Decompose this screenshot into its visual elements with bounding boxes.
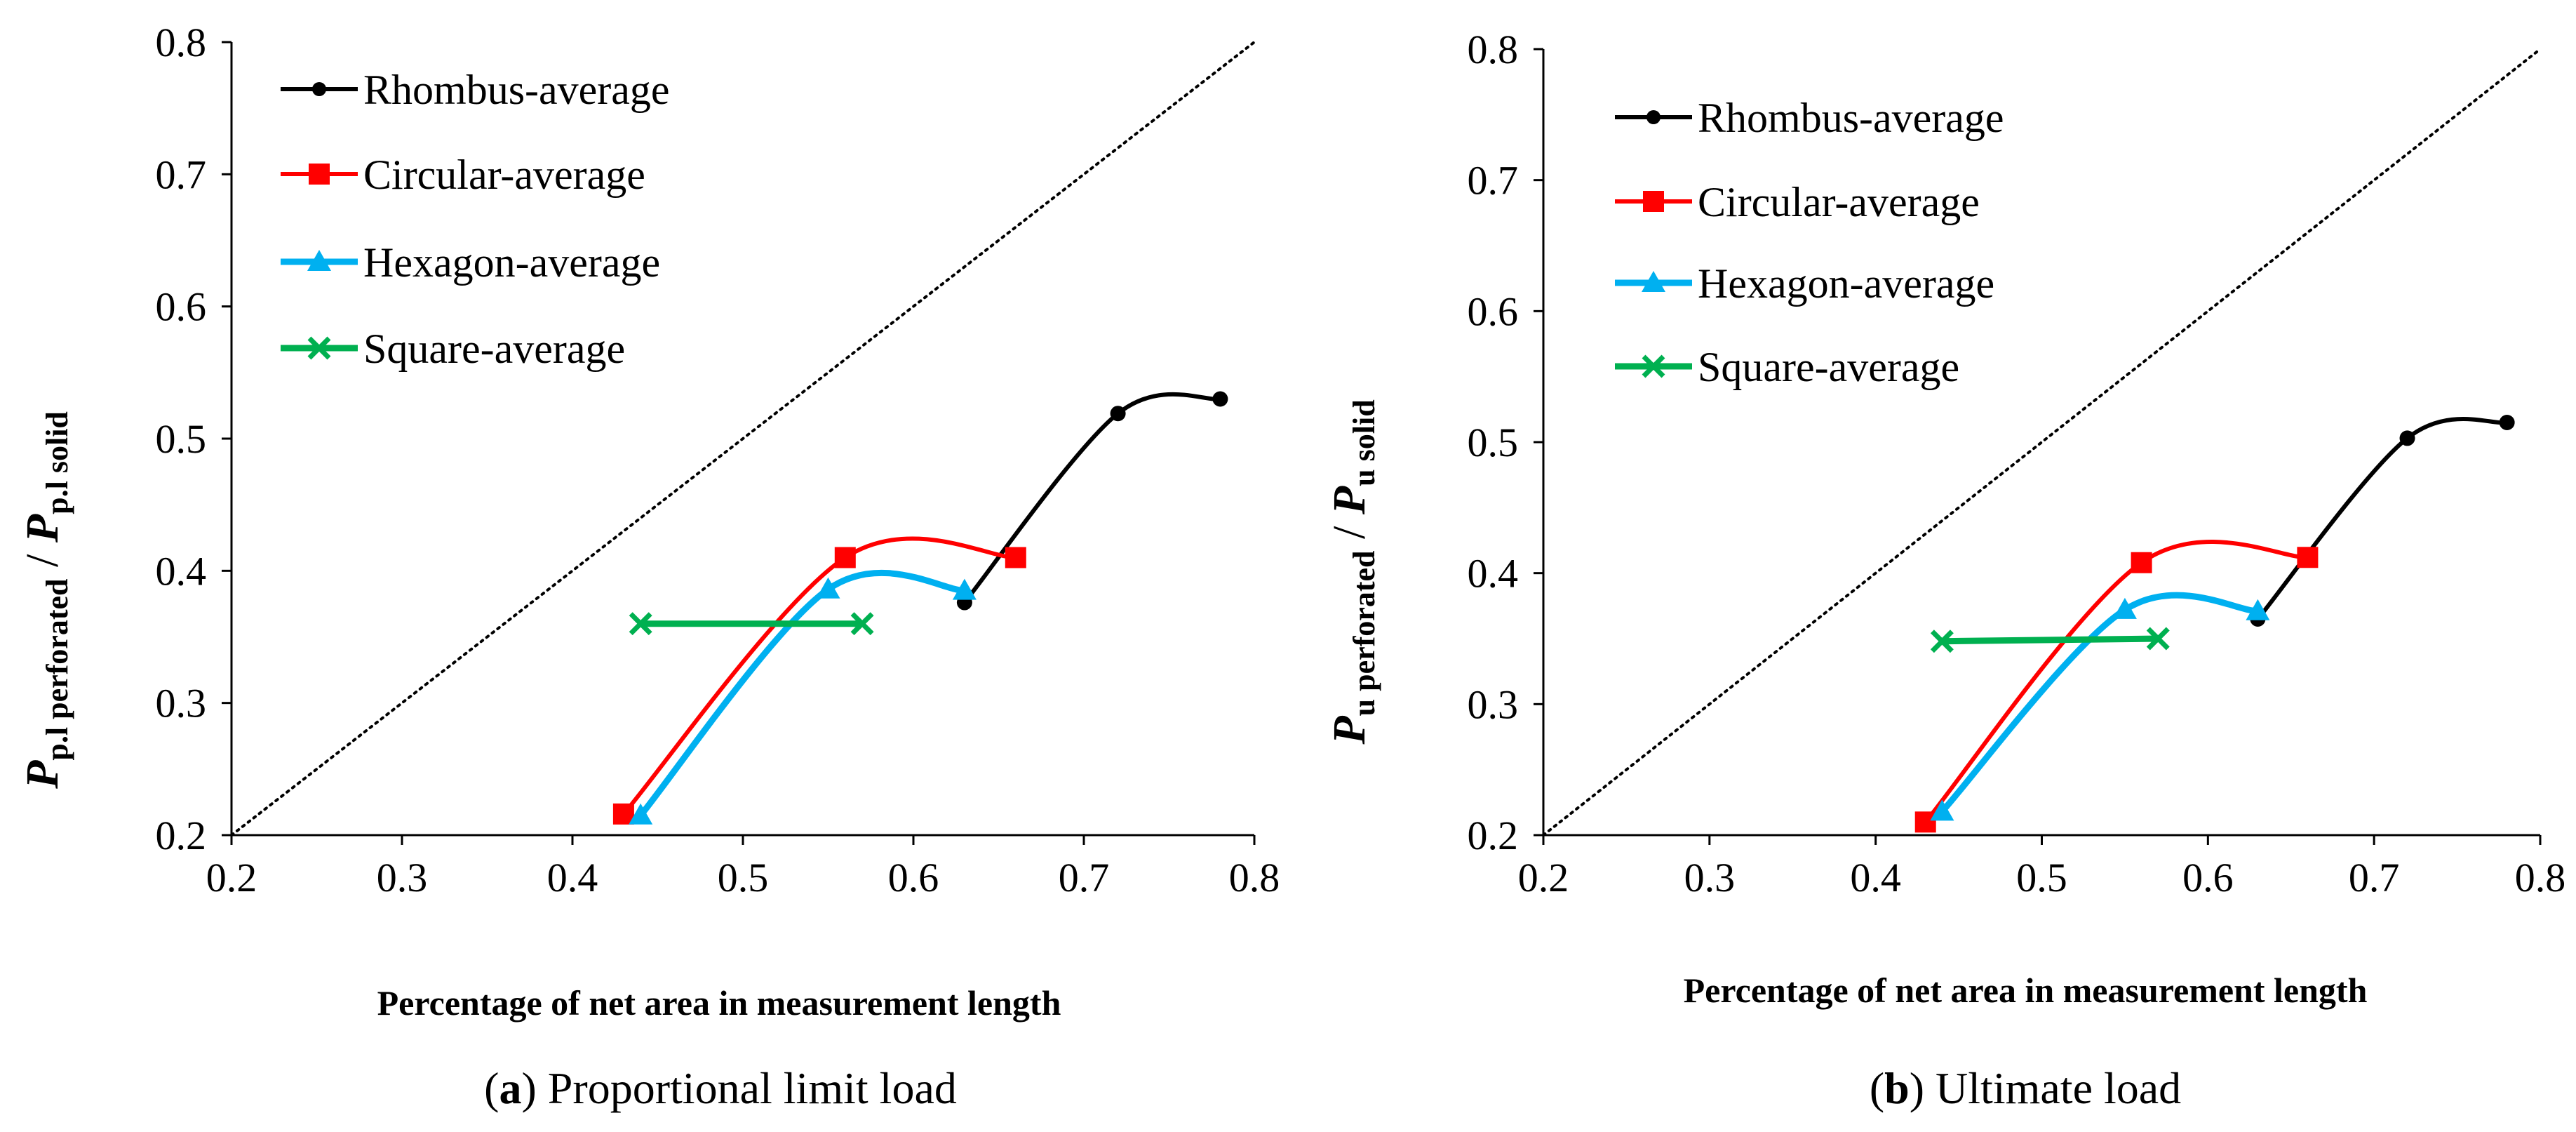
data-point-circular-b (1914, 811, 1936, 833)
legend-marker-square-a (307, 336, 331, 360)
x-tick-label-a: 0.7 (1059, 855, 1110, 900)
chart-panel-b: 0.2 0.3 0.4 0.5 0.6 0.7 0.8 0.2 0.3 0.4 0.5 0.6 0.7 0… (1324, 27, 2565, 1113)
y-tick-label-a: 0.4 (156, 548, 207, 594)
x-tick-label-a: 0.6 (888, 855, 939, 900)
data-point-circular-b (2297, 547, 2319, 568)
legend-item-hexagon-b: Hexagon-average (1615, 260, 1994, 307)
data-point-hexagon-a (629, 803, 653, 825)
y-tick-label-a: 0.3 (156, 681, 207, 726)
legend-label-circular-a: Circular-average (363, 152, 645, 198)
data-point-rhombus-b (2399, 430, 2415, 446)
data-point-hexagon-a (816, 577, 840, 599)
caption-b: (b) Ultimate load (1870, 1063, 2181, 1113)
legend-item-rhombus-b: Rhombus-average (1615, 95, 2004, 141)
y-axis-label-a: Pp.l perforated / Pp.l solid (17, 411, 74, 790)
legend-marker-rhombus-a (312, 82, 326, 96)
legend-marker-hexagon-b (1642, 271, 1665, 292)
y-tick-label-b: 0.7 (1468, 158, 1519, 204)
data-point-square-b (1930, 630, 1954, 653)
legend-label-square-b: Square-average (1698, 344, 1959, 390)
series-line-hexagon-a (638, 569, 965, 818)
x-tick-label-b: 0.4 (1850, 855, 1901, 900)
y-axis-label-b: Pu perforated / Pu solid (1324, 399, 1381, 745)
y-tick-label-b: 0.4 (1468, 551, 1519, 597)
legend-label-square-a: Square-average (363, 326, 625, 372)
legend-a: Rhombus-average Circular-average Hexagon… (281, 67, 670, 372)
data-point-square-b (2146, 627, 2170, 651)
y-tick-label-b: 0.8 (1468, 27, 1519, 72)
legend-label-circular-b: Circular-average (1698, 179, 1980, 225)
series-line-rhombus-a (962, 392, 1221, 604)
legend-b: Rhombus-average Circular-average Hexagon… (1615, 95, 2004, 390)
series-line-hexagon-b (1940, 592, 2258, 814)
series-line-circular-b (1924, 540, 2308, 824)
diagonal-reference-line-b (1542, 48, 2542, 837)
x-tick-label-a: 0.2 (206, 855, 257, 900)
legend-item-hexagon-a: Hexagon-average (281, 239, 660, 286)
legend-item-circular-b: Circular-average (1615, 179, 1980, 225)
x-axis-label-b: Percentage of net area in measurement le… (1684, 971, 2368, 1010)
x-tick-label-a: 0.5 (718, 855, 769, 900)
diagonal-reference-line-a (230, 41, 1256, 837)
y-tick-label-b: 0.5 (1468, 420, 1519, 465)
x-tick-label-a: 0.3 (377, 855, 428, 900)
series-layer-b (1914, 415, 2515, 833)
legend-marker-circular-a (309, 164, 330, 185)
data-point-rhombus-b (2499, 415, 2515, 430)
tick-labels-a: 0.2 0.3 0.4 0.5 0.6 0.7 0.8 0.2 0.3 0.4 0.5 0.6 0.7 0… (156, 20, 1280, 900)
legend-marker-square-b (1642, 354, 1665, 378)
series-layer-a (612, 391, 1228, 825)
data-point-square-a (850, 612, 874, 636)
y-tick-label-b: 0.6 (1468, 288, 1519, 334)
x-tick-label-b: 0.2 (1518, 855, 1569, 900)
data-point-hexagon-b (1930, 799, 1954, 821)
legend-item-rhombus-a: Rhombus-average (281, 67, 670, 113)
legend-label-rhombus-a: Rhombus-average (363, 67, 670, 113)
x-tick-label-a: 0.4 (547, 855, 598, 900)
data-point-circular-a (834, 547, 856, 568)
chart-panel-a: 0.2 0.3 0.4 0.5 0.6 0.7 0.8 0.2 0.3 0.4 0.5 0.6 0.7 0… (17, 20, 1280, 1113)
x-tick-label-a: 0.8 (1229, 855, 1280, 900)
y-tick-label-a: 0.8 (156, 20, 207, 65)
data-point-circular-a (1005, 547, 1026, 568)
legend-marker-circular-b (1643, 191, 1664, 212)
legend-marker-hexagon-a (307, 250, 331, 271)
x-tick-label-b: 0.6 (2182, 855, 2234, 900)
x-tick-label-b: 0.5 (2016, 855, 2067, 900)
y-tick-label-a: 0.7 (156, 152, 207, 197)
y-tick-label-b: 0.3 (1468, 681, 1519, 727)
series-line-square-b (1942, 635, 2159, 645)
legend-label-hexagon-a: Hexagon-average (363, 239, 660, 286)
x-axis-label-a: Percentage of net area in measurement le… (377, 983, 1061, 1023)
legend-item-square-a: Square-average (281, 326, 625, 372)
data-point-circular-b (2131, 552, 2152, 573)
series-line-circular-a (622, 536, 1016, 815)
legend-label-hexagon-b: Hexagon-average (1698, 260, 1994, 307)
x-tick-label-b: 0.3 (1684, 855, 1736, 900)
data-point-rhombus-a (1110, 406, 1126, 422)
series-line-rhombus-b (2256, 417, 2508, 620)
data-point-square-a (629, 612, 652, 636)
data-point-hexagon-b (2112, 597, 2137, 619)
x-tick-label-b: 0.8 (2515, 855, 2566, 900)
legend-item-square-b: Square-average (1615, 344, 1959, 390)
legend-item-circular-a: Circular-average (281, 152, 645, 198)
y-tick-label-a: 0.5 (156, 416, 207, 462)
data-point-circular-a (612, 803, 634, 825)
data-point-hexagon-b (2246, 599, 2270, 620)
data-point-rhombus-a (1212, 391, 1228, 407)
data-point-hexagon-a (952, 578, 977, 600)
plot-frame-b (1542, 48, 2542, 837)
caption-a: (a) Proportional limit load (484, 1063, 957, 1113)
y-tick-label-a: 0.6 (156, 284, 207, 330)
legend-marker-rhombus-b (1646, 110, 1661, 124)
tick-labels-b: 0.2 0.3 0.4 0.5 0.6 0.7 0.8 0.2 0.3 0.4 0.5 0.6 0.7 0… (1468, 27, 2566, 900)
x-tick-label-b: 0.7 (2349, 855, 2400, 900)
y-tick-label-a: 0.2 (156, 813, 207, 858)
legend-label-rhombus-b: Rhombus-average (1698, 95, 2004, 141)
y-tick-label-b: 0.2 (1468, 813, 1519, 858)
